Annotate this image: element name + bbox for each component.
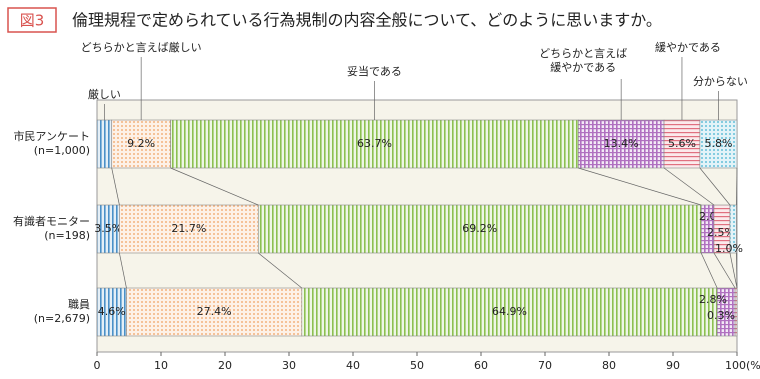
value-label: 69.2% (462, 222, 497, 235)
legend-label: 厳しい (88, 87, 121, 101)
bar-segment (170, 119, 579, 169)
x-tick-label: 40 (346, 359, 360, 372)
bar-segment (96, 119, 113, 169)
connector (663, 167, 715, 206)
bar-segment (119, 204, 259, 254)
connector (736, 167, 738, 206)
bar-segment (699, 119, 738, 169)
badge-box (7, 7, 57, 33)
bar-segment (301, 287, 718, 337)
connector (578, 167, 702, 206)
value-label: 4.6% (98, 305, 126, 318)
value-label: 63.7% (357, 137, 392, 150)
legend-label: どちらかと言えば厳しい (81, 40, 202, 54)
value-label: 64.9% (492, 305, 527, 318)
x-tick-label: 90 (666, 359, 680, 372)
x-tick-label: 100(%) (725, 359, 760, 372)
bar-segment (734, 287, 738, 337)
value-label: 5.6% (668, 137, 696, 150)
badge: 図3 (20, 12, 45, 30)
value-label: 1.0% (715, 242, 743, 255)
connector (700, 252, 718, 289)
connector (170, 167, 259, 206)
value-label: 2.5% (707, 226, 735, 239)
x-tick-label: 20 (218, 359, 232, 372)
x-tick-label: 60 (474, 359, 488, 372)
bar-segment (111, 119, 171, 169)
chart-title: 倫理規程で定められている行為規制の内容全般について、どのように思いますか。 (72, 11, 662, 30)
legend-label: 分からない (693, 75, 748, 88)
legend-label: 妥当である (347, 64, 402, 78)
bar-segment (96, 287, 127, 337)
bar-segment (729, 204, 737, 254)
bar-segment (257, 204, 702, 254)
value-label: 27.4% (197, 305, 232, 318)
value-label: 2.8% (699, 293, 727, 306)
legend-label: 緩やかである (655, 41, 721, 54)
connector (699, 167, 731, 206)
legend-label: どちらかと言えば緩やかである (539, 47, 627, 74)
value-label: 13.4% (604, 137, 639, 150)
x-tick-label: 30 (282, 359, 296, 372)
x-tick-label: 50 (410, 359, 424, 372)
connector (258, 252, 303, 289)
connector (736, 252, 738, 289)
connector (111, 167, 120, 206)
value-label: 0.3% (707, 309, 735, 322)
x-tick-label: 70 (538, 359, 552, 372)
value-label: 5.8% (704, 137, 732, 150)
value-label: 21.7% (171, 222, 206, 235)
y-tick-label: 職員(n=2,679) (34, 298, 90, 325)
bar-segment (577, 119, 665, 169)
y-tick-label: 有識者モニター(n=198) (13, 214, 90, 242)
y-tick-label: 市民アンケート(n=1,000) (13, 129, 90, 157)
value-label: 9.2% (127, 137, 155, 150)
x-tick-label: 0 (94, 359, 101, 372)
x-tick-label: 10 (154, 359, 168, 372)
value-label: 3.5% (94, 222, 122, 235)
connector (729, 252, 738, 289)
x-tick-label: 80 (602, 359, 616, 372)
connector (119, 252, 127, 289)
bar-segment (126, 287, 303, 337)
connector (713, 252, 736, 289)
